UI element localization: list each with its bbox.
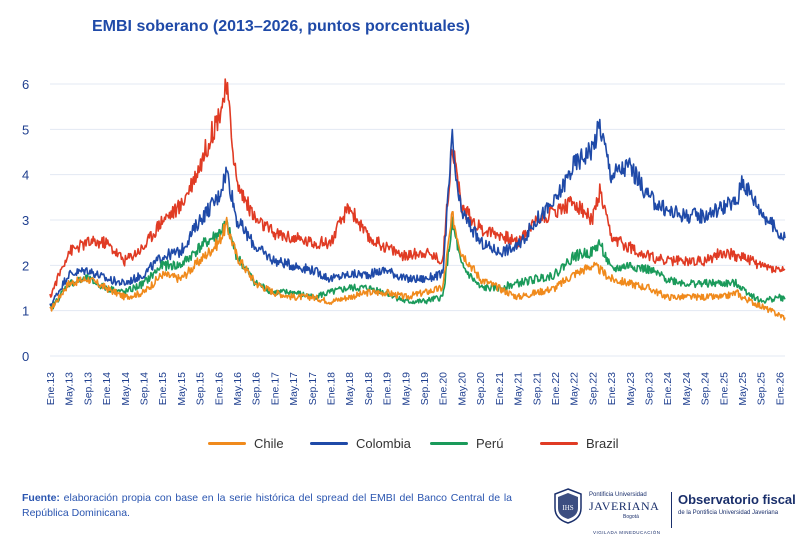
x-tick-label: Ene.20: [438, 372, 450, 405]
y-tick-label: 3: [22, 213, 29, 228]
x-tick-label: Sep.21: [531, 372, 543, 405]
x-tick-label: Ene.21: [494, 372, 506, 405]
javeriana-line4: VIGILADA MINEDUCACIÓN: [593, 530, 661, 535]
series-line-brazil: [49, 78, 786, 298]
x-tick-label: Sep.19: [419, 372, 431, 405]
javeriana-line2: JAVERIANA: [589, 499, 660, 513]
legend-item: Colombia: [310, 436, 411, 451]
x-tick-label: Ene.26: [774, 372, 786, 405]
x-tick-label: Ene.16: [213, 372, 225, 405]
javeriana-seal-icon: IHS: [554, 488, 582, 524]
x-tick-label: Sep.25: [756, 372, 768, 405]
legend-swatch: [540, 442, 578, 445]
observatorio-subtitle: de la Pontificia Universidad Javeriana: [678, 510, 779, 516]
x-tick-label: Sep.16: [251, 372, 263, 405]
x-tick-label: Ene.17: [269, 372, 281, 405]
javeriana-line1: Pontificia Universidad: [589, 492, 647, 498]
series-line-chile: [49, 211, 786, 321]
x-tick-label: Sep.23: [643, 372, 655, 405]
x-tick-label: May.23: [625, 372, 637, 406]
x-tick-label: Sep.20: [475, 372, 487, 405]
x-tick-label: Ene.22: [550, 372, 562, 405]
x-tick-label: Ene.13: [45, 372, 57, 405]
x-tick-label: Sep.18: [363, 372, 375, 405]
legend-label: Chile: [254, 436, 284, 451]
x-tick-label: May.18: [344, 372, 356, 406]
x-tick-label: Ene.24: [662, 372, 674, 405]
y-tick-label: 6: [22, 77, 29, 92]
series-line-per: [49, 216, 786, 310]
legend-swatch: [430, 442, 468, 445]
source-text: elaboración propia con base en la serie …: [22, 492, 512, 519]
x-tick-label: Ene.23: [606, 372, 618, 405]
x-tick-label: May.15: [176, 372, 188, 406]
chart-grid: [50, 83, 785, 357]
institution-logos: IHS Pontificia Universidad JAVERIANA Bog…: [553, 486, 796, 542]
legend-label: Brazil: [586, 436, 619, 451]
y-tick-label: 1: [22, 304, 29, 319]
source-note: Fuente: elaboración propia con base en l…: [22, 491, 512, 521]
observatorio-title: Observatorio fiscal: [678, 492, 796, 507]
x-tick-label: Sep.24: [700, 372, 712, 405]
legend-label: Colombia: [356, 436, 411, 451]
legend-item: Chile: [208, 436, 284, 451]
x-tick-label: Ene.19: [382, 372, 394, 405]
x-tick-label: Ene.18: [326, 372, 338, 405]
x-tick-label: Ene.25: [718, 372, 730, 405]
y-tick-label: 4: [22, 168, 29, 183]
x-tick-label: Ene.15: [157, 372, 169, 405]
x-tick-label: Sep.22: [587, 372, 599, 405]
x-tick-label: Sep.14: [139, 372, 151, 405]
y-axis-ticks: 0 1 2 3 4 5 6: [22, 77, 29, 364]
legend-swatch: [208, 442, 246, 445]
x-tick-label: May.19: [400, 372, 412, 406]
source-label: Fuente:: [22, 492, 60, 504]
logo-separator: [671, 492, 672, 528]
chart-series: [49, 78, 786, 321]
x-tick-label: Ene.14: [101, 372, 113, 405]
x-tick-label: May.16: [232, 372, 244, 406]
x-tick-label: May.13: [64, 372, 76, 406]
x-tick-label: May.20: [456, 372, 468, 406]
legend-swatch: [310, 442, 348, 445]
y-tick-label: 2: [22, 258, 29, 273]
chart-title: EMBI soberano (2013–2026, puntos porcent…: [92, 18, 470, 35]
x-tick-label: May.24: [681, 372, 693, 406]
svg-text:IHS: IHS: [562, 504, 573, 512]
x-tick-label: May.22: [569, 372, 581, 406]
x-tick-label: Sep.13: [82, 372, 94, 405]
legend-item: Brazil: [540, 436, 619, 451]
y-tick-label: 5: [22, 122, 29, 137]
series-line-colombia: [49, 118, 786, 307]
legend-item: Perú: [430, 436, 503, 451]
x-tick-label: May.17: [288, 372, 300, 406]
x-tick-label: Sep.17: [307, 372, 319, 405]
y-tick-label: 0: [22, 349, 29, 364]
x-tick-label: May.14: [120, 372, 132, 406]
x-tick-label: Sep.15: [195, 372, 207, 405]
embi-line-chart: 0 1 2 3 4 5 6 Ene.13 May.13 Sep.13 Ene.14 May.14 Se…: [22, 77, 786, 406]
chart-legend: Chile Colombia Perú Brazil: [0, 436, 805, 460]
x-axis-ticks: Ene.13 May.13 Sep.13 Ene.14 May.14 Sep.14 Ene.…: [45, 372, 786, 406]
javeriana-line3: Bogotá: [623, 514, 639, 520]
x-tick-label: May.25: [737, 372, 749, 406]
legend-label: Perú: [476, 436, 504, 451]
x-tick-label: May.21: [513, 372, 525, 406]
